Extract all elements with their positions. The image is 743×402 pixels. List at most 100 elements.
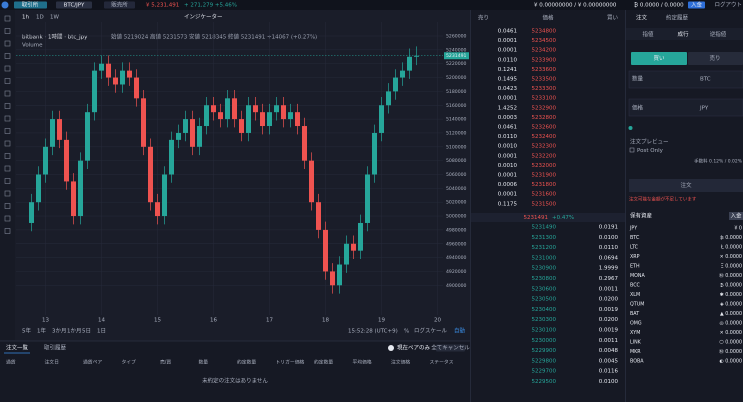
asset-name: MONA <box>630 273 646 279</box>
candle-body <box>400 70 405 78</box>
candle-body <box>176 132 181 140</box>
shop-tab[interactable] <box>104 1 135 9</box>
amount-input[interactable] <box>628 70 743 89</box>
candle-body <box>225 98 230 120</box>
tool-icon[interactable] <box>4 78 11 84</box>
tool-icon[interactable] <box>4 203 11 209</box>
tool-icon[interactable] <box>4 190 11 197</box>
tool-icon[interactable] <box>4 90 11 97</box>
assets-button[interactable] <box>729 212 743 220</box>
tool-icon[interactable] <box>4 153 11 159</box>
amount-label: 数量 <box>632 75 644 83</box>
range-button[interactable]: 5日 <box>82 328 91 335</box>
order-type-tab[interactable]: 逆指値 <box>710 30 727 38</box>
asset-amount: ✕ 0.0000 <box>720 330 742 336</box>
ask-price: 5231900 <box>532 173 557 179</box>
fee-note: 手数料 0.12% / 0.02% <box>694 158 743 165</box>
tool-icon[interactable] <box>4 40 11 47</box>
log-toggle[interactable]: ログスケール <box>414 327 448 335</box>
pair-only-label: 現在ペアのみ <box>397 344 431 352</box>
last-price: ¥ 5,231,491 <box>146 3 179 9</box>
range-button[interactable]: 1か月 <box>67 328 82 335</box>
sell-button[interactable] <box>688 52 743 65</box>
x-tick-label: 18 <box>322 318 329 324</box>
ask-amount: 0.0001 <box>498 173 517 179</box>
post-only-checkbox[interactable] <box>629 147 635 153</box>
history-tab[interactable]: 取引履歴 <box>44 344 67 352</box>
range-button[interactable]: 1日 <box>97 328 106 335</box>
percent-toggle[interactable]: % <box>404 329 409 335</box>
orders-tab[interactable]: 注文一覧 <box>6 344 29 352</box>
range-button[interactable]: 5年 <box>22 327 31 335</box>
candle-body <box>330 271 335 286</box>
column-header: タイプ <box>122 359 137 366</box>
interval-button[interactable]: 1h <box>22 15 29 21</box>
interval-button[interactable]: 1W <box>50 15 59 21</box>
order-type-tab[interactable]: 成行 <box>677 30 689 38</box>
panel-tab[interactable]: 約定履歴 <box>666 14 689 22</box>
column-header: 約定数量 <box>314 359 333 366</box>
bid-price: 5231000 <box>532 255 557 261</box>
tool-icon[interactable] <box>4 28 11 34</box>
tool-icon[interactable] <box>4 115 11 122</box>
y-tick-label: 4980000 <box>446 227 467 233</box>
column-header: 通貨ペア <box>83 359 102 366</box>
tool-icon[interactable] <box>4 215 11 222</box>
tool-icon[interactable] <box>4 140 11 147</box>
range-button[interactable]: 3か月 <box>52 328 67 335</box>
top-bar <box>0 0 743 10</box>
tool-icon[interactable] <box>4 128 11 134</box>
indicator-button[interactable]: インジケーター <box>184 13 223 21</box>
candle-body <box>162 174 167 217</box>
ask-amount: 0.0006 <box>498 182 518 188</box>
exchange-tab[interactable] <box>14 1 47 9</box>
range-button[interactable]: 1年 <box>37 327 46 335</box>
candle-body <box>288 112 293 120</box>
tool-icon[interactable] <box>4 103 11 109</box>
tool-icon[interactable] <box>4 165 11 172</box>
bid-amount: 0.0019 <box>599 328 619 334</box>
slider-knob[interactable] <box>628 126 633 130</box>
ask-price: 5232200 <box>532 153 557 159</box>
bid-price: 5230800 <box>532 276 557 282</box>
candle-body <box>218 112 223 120</box>
deposit-button[interactable] <box>688 1 705 9</box>
candle-body <box>99 63 104 71</box>
submit-button[interactable] <box>629 179 743 192</box>
tool-icon[interactable] <box>4 65 11 72</box>
logo[interactable] <box>1 1 9 9</box>
bid-amount: 1.9999 <box>599 266 619 272</box>
candle-body <box>358 222 363 251</box>
bid-amount: 0.2967 <box>599 276 619 282</box>
price-input[interactable] <box>628 98 743 117</box>
asset-name: LINK <box>630 340 642 346</box>
candle-body <box>148 146 153 203</box>
asset-name: BOBA <box>630 359 644 365</box>
bid-price: 5230000 <box>532 338 557 344</box>
column-header: 数量 <box>199 359 209 366</box>
asset-amount: ✕ 0.0000 <box>720 254 742 260</box>
x-tick-label: 13 <box>42 318 49 324</box>
pair-only-toggle[interactable] <box>388 345 394 351</box>
order-type-tab[interactable]: 指値 <box>642 30 654 38</box>
tool-icon[interactable] <box>4 15 11 22</box>
pair-selector[interactable] <box>56 1 92 9</box>
asset-name: OMG <box>630 321 642 327</box>
ask-price: 5233100 <box>532 96 557 102</box>
y-tick-label: 4940000 <box>446 255 467 261</box>
ask-price: 5234500 <box>532 38 557 44</box>
interval-button[interactable]: 1D <box>36 15 44 21</box>
candle-body <box>407 56 412 71</box>
logout-link[interactable]: ログアウト <box>714 1 742 9</box>
ask-price: 5232800 <box>532 115 557 121</box>
auto-toggle[interactable]: 自動 <box>454 327 466 335</box>
candle-body <box>127 70 132 78</box>
tool-icon[interactable] <box>4 178 11 184</box>
asset-name: XRP <box>630 254 640 260</box>
cancel-all-button[interactable] <box>436 344 465 352</box>
tool-icon[interactable] <box>4 228 11 234</box>
tool-icon[interactable] <box>4 53 11 59</box>
buy-button[interactable] <box>631 52 687 65</box>
panel-tab[interactable]: 注文 <box>636 14 648 22</box>
